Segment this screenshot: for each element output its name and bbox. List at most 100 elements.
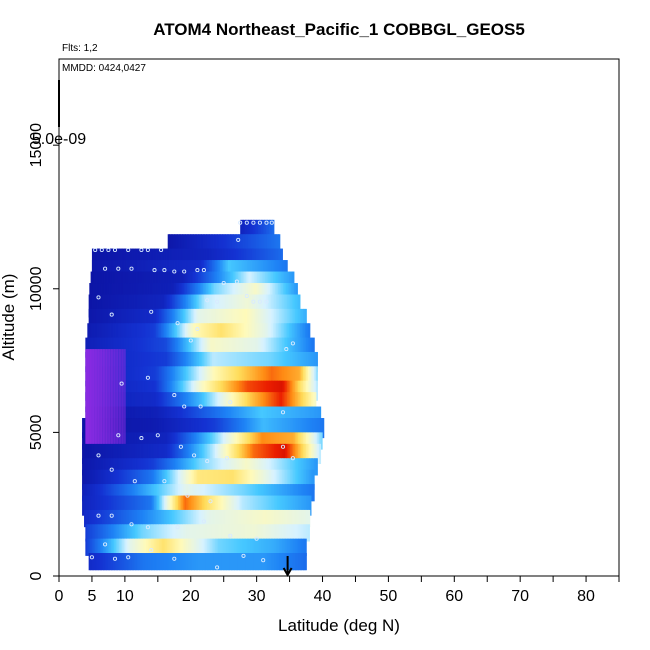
sample-marker [195, 326, 200, 332]
band-cell [117, 484, 120, 502]
band-cell [157, 323, 160, 347]
band-cell [218, 366, 221, 387]
band-cell [279, 553, 282, 571]
band-cell [230, 406, 234, 424]
band-cell [170, 443, 173, 464]
band-cell [290, 553, 293, 571]
band-cell [181, 294, 184, 318]
band-cell [104, 337, 107, 358]
band-cell [270, 392, 274, 413]
band-cell [302, 458, 306, 476]
band-cell [254, 418, 258, 439]
band-cell [165, 294, 168, 318]
band-cell [152, 458, 155, 476]
band-cell [139, 524, 142, 542]
band-cell [166, 337, 170, 358]
band-cell [205, 484, 208, 502]
band-cell [194, 234, 198, 261]
band-cell [299, 538, 302, 556]
band-cell [120, 351, 123, 373]
band-cell [144, 509, 148, 528]
band-cell [241, 219, 244, 249]
band-cell [186, 380, 189, 401]
band-cell [99, 553, 103, 571]
band-cell [149, 406, 152, 424]
band-cell [230, 524, 234, 542]
band-cell [261, 294, 264, 318]
band-cell [294, 443, 298, 464]
band-cell [160, 294, 163, 318]
band-cell [152, 495, 155, 516]
band-cell [203, 418, 206, 439]
band-cell [220, 323, 223, 347]
band-cell [155, 380, 158, 401]
band-cell [240, 219, 243, 249]
band-cell [181, 392, 184, 413]
band-cell [198, 538, 202, 556]
band-cell [158, 484, 162, 502]
band-cell [139, 553, 143, 571]
band-cell [142, 458, 146, 476]
band-cell [278, 392, 282, 413]
band-cell [250, 524, 253, 542]
band-cell [192, 469, 195, 490]
band-cell [131, 392, 134, 413]
band-cell [170, 524, 173, 542]
band-cell [110, 469, 114, 490]
band-cell [174, 524, 178, 542]
band-cell [135, 509, 138, 528]
band-cell [195, 524, 198, 542]
band-cell [213, 443, 216, 464]
band-cell [141, 406, 144, 424]
band-cell [288, 469, 291, 490]
band-cell [186, 524, 189, 542]
band-cell [104, 484, 107, 502]
band-cell [237, 337, 240, 358]
band-cell [197, 351, 200, 373]
band-cell [147, 458, 150, 476]
band-cell [251, 308, 255, 332]
band-cell [160, 509, 164, 528]
band-cell [122, 538, 125, 556]
band-cell [141, 308, 144, 332]
band-cell [315, 443, 318, 464]
band-cell [208, 458, 211, 476]
band-cell [192, 458, 195, 476]
band-cell [200, 337, 203, 358]
band-cell [267, 495, 270, 516]
band-cell [171, 392, 174, 413]
band-cell [210, 392, 213, 413]
band-cell [163, 294, 167, 318]
band-cell [172, 234, 175, 261]
band-cell [88, 337, 91, 358]
band-cell [224, 337, 227, 358]
band-cell [99, 495, 102, 516]
band-cell [237, 366, 240, 387]
band-cell [158, 418, 162, 439]
band-cell [253, 538, 256, 556]
band-cell [147, 418, 150, 439]
band-cell [269, 469, 272, 490]
band-cell [231, 294, 234, 318]
band-cell [170, 380, 173, 401]
band-cell [202, 392, 205, 413]
band-cell [301, 380, 304, 401]
band-cell [226, 308, 229, 332]
band-cell [149, 443, 152, 464]
band-cell [160, 392, 163, 413]
band-cell [154, 406, 157, 424]
band-cell [142, 366, 146, 387]
band-cell [210, 234, 214, 261]
band-cell [306, 418, 309, 439]
band-cell [198, 418, 202, 439]
band-cell [246, 366, 250, 387]
band-cell [215, 553, 218, 571]
band-cell [230, 484, 234, 502]
band-cell [286, 469, 290, 490]
band-cell [302, 337, 306, 358]
sample-marker [116, 433, 121, 438]
band-cell [282, 380, 285, 401]
band-cell [269, 524, 272, 542]
band-cell [288, 495, 291, 516]
band-cell [170, 351, 173, 373]
